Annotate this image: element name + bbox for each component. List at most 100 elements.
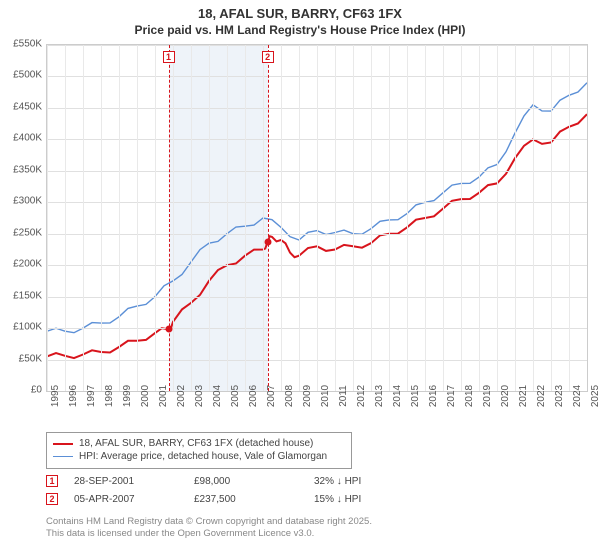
gridline-v: [155, 45, 156, 391]
gridline-v: [353, 45, 354, 391]
x-tick-label: 2001: [158, 385, 169, 407]
legend-row-hpi: HPI: Average price, detached house, Vale…: [53, 451, 345, 462]
sales-marker-box: 2: [46, 493, 58, 505]
x-tick-label: 2021: [518, 385, 529, 407]
sales-marker-box: 1: [46, 475, 58, 487]
x-tick-label: 2014: [392, 385, 403, 407]
gridline-v: [137, 45, 138, 391]
gridline-v: [587, 45, 588, 391]
chart-title-line1: 18, AFAL SUR, BARRY, CF63 1FX: [0, 6, 600, 21]
gridline-v: [263, 45, 264, 391]
footer-attribution: Contains HM Land Registry data © Crown c…: [46, 516, 372, 540]
x-tick-label: 2025: [590, 385, 600, 407]
gridline-v: [569, 45, 570, 391]
gridline-v: [119, 45, 120, 391]
y-tick-label: £500K: [0, 70, 42, 81]
gridline-v: [191, 45, 192, 391]
gridline-v: [227, 45, 228, 391]
x-tick-label: 2018: [464, 385, 475, 407]
sales-cell-date: 28-SEP-2001: [74, 476, 194, 487]
gridline-v: [479, 45, 480, 391]
x-tick-label: 2000: [140, 385, 151, 407]
x-tick-label: 2023: [554, 385, 565, 407]
marker-label-box: 1: [163, 51, 175, 63]
sales-cell-date: 05-APR-2007: [74, 494, 194, 505]
x-tick-label: 2006: [248, 385, 259, 407]
x-tick-label: 1999: [122, 385, 133, 407]
y-tick-label: £200K: [0, 259, 42, 270]
x-tick-label: 2020: [500, 385, 511, 407]
gridline-v: [335, 45, 336, 391]
sales-table: 1 28-SEP-2001£98,00032% ↓ HPI 2 05-APR-2007…: [46, 472, 434, 508]
marker-dot: [165, 326, 172, 333]
chart-plot-area: 12: [46, 44, 588, 392]
x-tick-label: 2013: [374, 385, 385, 407]
x-tick-label: 2017: [446, 385, 457, 407]
x-tick-label: 2009: [302, 385, 313, 407]
footer-line1: Contains HM Land Registry data © Crown c…: [46, 516, 372, 528]
legend-label-hpi: HPI: Average price, detached house, Vale…: [79, 451, 327, 462]
x-tick-label: 2007: [266, 385, 277, 407]
footer-line2: This data is licensed under the Open Gov…: [46, 528, 372, 540]
x-tick-label: 1997: [86, 385, 97, 407]
x-tick-label: 2003: [194, 385, 205, 407]
y-tick-label: £0: [0, 385, 42, 396]
x-tick-label: 2010: [320, 385, 331, 407]
marker-label-box: 2: [262, 51, 274, 63]
gridline-v: [317, 45, 318, 391]
x-tick-label: 2008: [284, 385, 295, 407]
chart-legend: 18, AFAL SUR, BARRY, CF63 1FX (detached …: [46, 432, 352, 469]
gridline-v: [407, 45, 408, 391]
gridline-v: [443, 45, 444, 391]
sales-cell-delta: 32% ↓ HPI: [314, 476, 434, 487]
legend-swatch-hpi: [53, 456, 73, 458]
x-tick-label: 2011: [338, 385, 349, 407]
marker-vline: [169, 45, 170, 391]
y-tick-label: £50K: [0, 353, 42, 364]
y-tick-label: £550K: [0, 39, 42, 50]
sales-cell-price: £98,000: [194, 476, 314, 487]
y-tick-label: £150K: [0, 290, 42, 301]
gridline-v: [47, 45, 48, 391]
gridline-v: [101, 45, 102, 391]
legend-swatch-property: [53, 443, 73, 445]
x-tick-label: 2024: [572, 385, 583, 407]
gridline-v: [371, 45, 372, 391]
gridline-v: [533, 45, 534, 391]
x-tick-label: 2016: [428, 385, 439, 407]
y-tick-label: £350K: [0, 164, 42, 175]
gridline-v: [551, 45, 552, 391]
sales-cell-price: £237,500: [194, 494, 314, 505]
sales-row: 1 28-SEP-2001£98,00032% ↓ HPI: [46, 472, 434, 490]
gridline-v: [173, 45, 174, 391]
chart-title-line2: Price paid vs. HM Land Registry's House …: [0, 23, 600, 37]
sales-row: 2 05-APR-2007£237,50015% ↓ HPI: [46, 490, 434, 508]
x-tick-label: 2015: [410, 385, 421, 407]
gridline-v: [65, 45, 66, 391]
x-tick-label: 2012: [356, 385, 367, 407]
x-tick-label: 1998: [104, 385, 115, 407]
x-tick-label: 2005: [230, 385, 241, 407]
legend-row-property: 18, AFAL SUR, BARRY, CF63 1FX (detached …: [53, 438, 345, 449]
gridline-v: [281, 45, 282, 391]
sales-cell-delta: 15% ↓ HPI: [314, 494, 434, 505]
y-tick-label: £300K: [0, 196, 42, 207]
gridline-v: [389, 45, 390, 391]
marker-vline: [268, 45, 269, 391]
legend-label-property: 18, AFAL SUR, BARRY, CF63 1FX (detached …: [79, 438, 313, 449]
gridline-v: [497, 45, 498, 391]
marker-dot: [264, 238, 271, 245]
gridline-v: [461, 45, 462, 391]
gridline-v: [515, 45, 516, 391]
x-tick-label: 2002: [176, 385, 187, 407]
gridline-v: [245, 45, 246, 391]
gridline-v: [299, 45, 300, 391]
x-tick-label: 1996: [68, 385, 79, 407]
x-tick-label: 2022: [536, 385, 547, 407]
y-tick-label: £400K: [0, 133, 42, 144]
y-tick-label: £100K: [0, 322, 42, 333]
gridline-v: [209, 45, 210, 391]
x-tick-label: 1995: [50, 385, 61, 407]
y-tick-label: £450K: [0, 101, 42, 112]
gridline-v: [83, 45, 84, 391]
